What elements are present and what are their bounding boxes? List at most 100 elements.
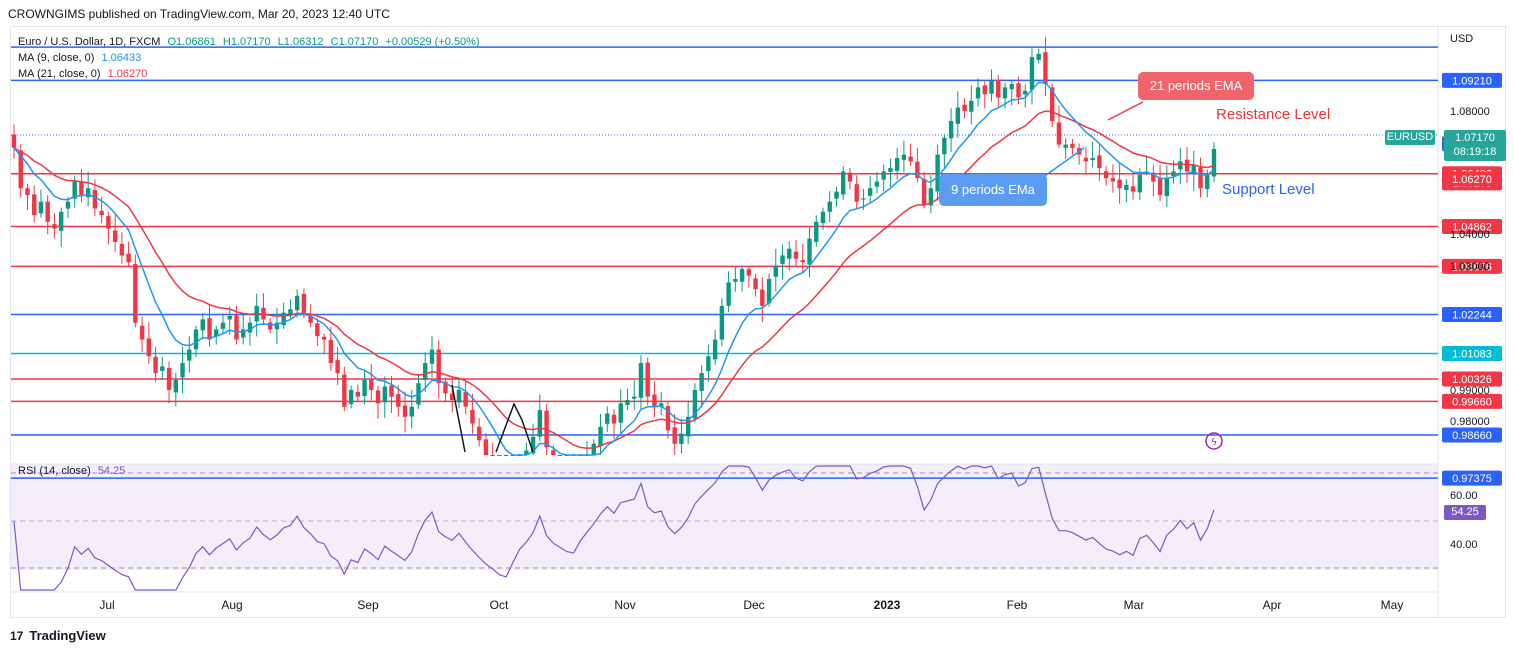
candle-body-5 — [45, 201, 50, 222]
rsi-line — [13, 465, 1215, 591]
rsi-value-tag: 54.25 — [1444, 505, 1486, 520]
candle-body-126 — [861, 198, 866, 200]
candle-body-107 — [733, 279, 738, 282]
candle-body-102 — [699, 373, 704, 391]
symbol-tag[interactable]: EURUSD — [1385, 130, 1435, 145]
lightning-glyph: ϟ — [1211, 437, 1217, 448]
last-price-tag[interactable]: 1.07170 08:19:18 — [1444, 130, 1506, 161]
candle-body-148 — [1009, 84, 1014, 90]
candle-body-20 — [146, 338, 152, 357]
candle-body-72 — [497, 455, 502, 456]
legend-rsi-label: RSI (14, close) — [18, 465, 91, 477]
candle-body-123 — [841, 171, 846, 195]
candle-body-59 — [409, 406, 414, 417]
candle-body-117 — [800, 260, 805, 263]
time-label-9: Apr — [1262, 598, 1282, 612]
last-price-countdown: 08:19:18 — [1453, 146, 1497, 158]
candle-body-26 — [187, 349, 192, 361]
candle-body-172 — [1171, 171, 1176, 177]
candle-body-89 — [611, 414, 617, 424]
candle-body-152 — [1036, 53, 1041, 60]
candle-body-103 — [706, 356, 711, 372]
candle-body-21 — [153, 356, 158, 374]
candle-body-32 — [227, 315, 232, 320]
candle-body-43 — [301, 293, 307, 313]
candle-body-175 — [1191, 164, 1196, 175]
ema9-pointer — [1041, 147, 1085, 179]
candle-body-121 — [827, 201, 832, 212]
chart-frame — [10, 26, 1506, 618]
candle-body-147 — [1002, 87, 1008, 99]
level-price-7-bg — [1442, 371, 1502, 387]
candle-body-87 — [598, 426, 603, 447]
candle-body-77 — [530, 436, 536, 454]
candle-body-2 — [25, 188, 30, 195]
candle-body-118 — [807, 238, 812, 265]
candle-body-145 — [989, 80, 994, 94]
candle-body-80 — [551, 450, 556, 455]
level-price-9: 0.98660 — [1452, 430, 1492, 442]
candle-body-163 — [1110, 178, 1116, 182]
candle-body-1 — [18, 150, 23, 189]
candle-body-67 — [463, 391, 468, 407]
candle-body-13 — [99, 210, 104, 216]
level-price-1-bg — [1442, 72, 1502, 88]
candle-body-11 — [85, 188, 91, 198]
time-label-4: Nov — [614, 598, 636, 612]
ema21-callout: 21 periods EMA — [1138, 72, 1254, 100]
level-price-3-bg — [1442, 219, 1502, 235]
candle-body-61 — [423, 363, 428, 381]
candle-body-104 — [712, 339, 718, 360]
candle-body-159 — [1083, 157, 1089, 162]
price-tick-4: 0.99000 — [1450, 385, 1490, 397]
candle-body-18 — [133, 264, 138, 323]
currency-label: USD — [1450, 33, 1474, 45]
candle-body-176 — [1198, 167, 1203, 189]
time-label-1: Aug — [221, 598, 243, 612]
candle-body-120 — [820, 211, 826, 224]
candle-body-135 — [921, 178, 927, 206]
candle-body-78 — [537, 410, 543, 437]
candle-body-164 — [1117, 179, 1122, 189]
ma9-line — [13, 81, 1215, 456]
candle-body-93 — [638, 363, 644, 398]
candle-body-124 — [847, 172, 853, 182]
candle-body-154 — [1050, 87, 1055, 122]
candle-body-62 — [429, 349, 435, 364]
candle-body-169 — [1151, 172, 1156, 182]
footer: 17 TradingView — [10, 628, 106, 643]
lightning-icon[interactable] — [1205, 432, 1223, 450]
legend-ma21-row: MA (21, close, 0) 1.06270 — [18, 68, 151, 80]
candle-body-166 — [1130, 186, 1136, 192]
candle-body-100 — [685, 416, 691, 437]
candle-body-58 — [402, 405, 408, 417]
candle-body-174 — [1184, 159, 1190, 172]
ma21-line — [13, 110, 1215, 450]
candle-body-7 — [58, 211, 64, 231]
candle-body-116 — [793, 251, 799, 259]
candle-body-160 — [1090, 158, 1095, 161]
candle-body-44 — [308, 315, 313, 323]
candle-body-108 — [739, 268, 745, 282]
candle-body-95 — [652, 394, 657, 407]
candle-body-54 — [375, 390, 381, 404]
candle-body-51 — [355, 392, 361, 397]
candle-body-28 — [200, 319, 205, 331]
candle-body-9 — [72, 181, 77, 199]
candle-body-68 — [470, 409, 475, 424]
candle-body-165 — [1124, 184, 1129, 191]
level-price-10: 0.97375 — [1452, 473, 1492, 485]
candle-body-42 — [294, 295, 300, 311]
candle-body-125 — [854, 184, 859, 202]
candle-body-133 — [908, 156, 913, 162]
level-price-5-bg — [1442, 307, 1502, 323]
drawing-line-1 — [451, 384, 466, 453]
time-label-10: May — [1380, 598, 1404, 612]
candle-body-161 — [1097, 155, 1102, 169]
support-label: Support Level — [1222, 181, 1315, 198]
candle-body-39 — [274, 322, 280, 330]
legend-rsi-row: RSI (14, close) 54.25 — [18, 465, 129, 477]
candle-body-48 — [335, 360, 340, 374]
level-price-4-bg — [1442, 258, 1502, 274]
